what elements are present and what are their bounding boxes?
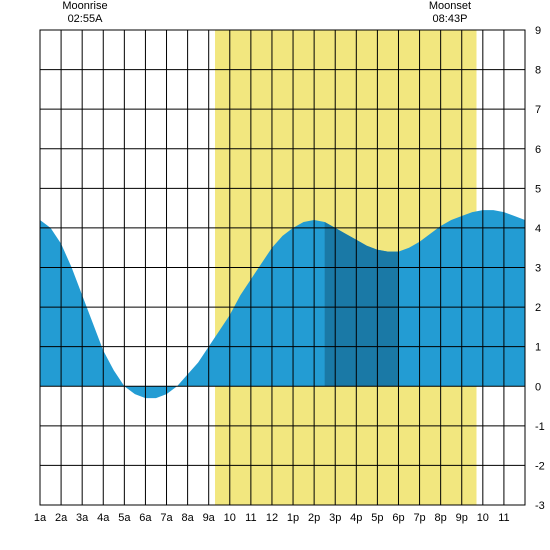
y-tick-label: -3	[535, 500, 545, 512]
x-tick-label: 3p	[329, 512, 341, 524]
chart-svg: 1a2a3a4a5a6a7a8a9a1011121p2p3p4p5p6p7p8p…	[0, 0, 550, 550]
x-tick-label: 10	[224, 512, 236, 524]
y-tick-label: 3	[535, 263, 541, 275]
x-tick-label: 2a	[55, 512, 68, 524]
x-tick-label: 11	[245, 512, 256, 524]
x-tick-label: 4p	[350, 512, 362, 524]
x-tick-label: 1a	[34, 512, 47, 524]
y-tick-label: -2	[535, 460, 545, 472]
y-tick-label: -1	[535, 421, 545, 433]
x-tick-label: 9a	[203, 512, 216, 524]
moonset-title: Moonset	[429, 0, 471, 12]
x-tick-label: 5p	[371, 512, 383, 524]
x-tick-label: 10	[477, 512, 489, 524]
moonrise-label: Moonrise 02:55A	[62, 0, 107, 26]
y-tick-label: 5	[535, 183, 541, 195]
x-tick-label: 7a	[160, 512, 173, 524]
moonset-time: 08:43P	[433, 13, 468, 25]
tide-chart: Moonrise 02:55A Moonset 08:43P 1a 2a 3a 4a 5…	[0, 0, 550, 550]
moonset-label: Moonset 08:43P	[429, 0, 471, 26]
y-tick-label: 4	[535, 223, 541, 235]
moonrise-time: 02:55A	[68, 13, 103, 25]
x-tick-label: 6a	[139, 512, 152, 524]
x-tick-label: 9p	[456, 512, 468, 524]
y-tick-label: 7	[535, 104, 541, 116]
x-tick-label: 8p	[435, 512, 447, 524]
x-tick-label: 6p	[392, 512, 404, 524]
y-tick-label: 2	[535, 302, 541, 314]
x-tick-label: 3a	[76, 512, 89, 524]
moonrise-title: Moonrise	[62, 0, 107, 12]
y-tick-label: 9	[535, 25, 541, 37]
x-tick-label: 1p	[287, 512, 299, 524]
x-tick-label: 7p	[413, 512, 425, 524]
x-tick-label: 8a	[181, 512, 194, 524]
y-tick-label: 0	[535, 381, 541, 393]
x-tick-label: 2p	[308, 512, 320, 524]
y-tick-label: 1	[535, 342, 541, 354]
y-tick-label: 6	[535, 144, 541, 156]
x-tick-label: 5a	[118, 512, 131, 524]
y-tick-label: 8	[535, 65, 541, 77]
x-tick-label: 11	[498, 512, 509, 524]
x-tick-label: 4a	[97, 512, 110, 524]
x-tick-label: 12	[266, 512, 278, 524]
